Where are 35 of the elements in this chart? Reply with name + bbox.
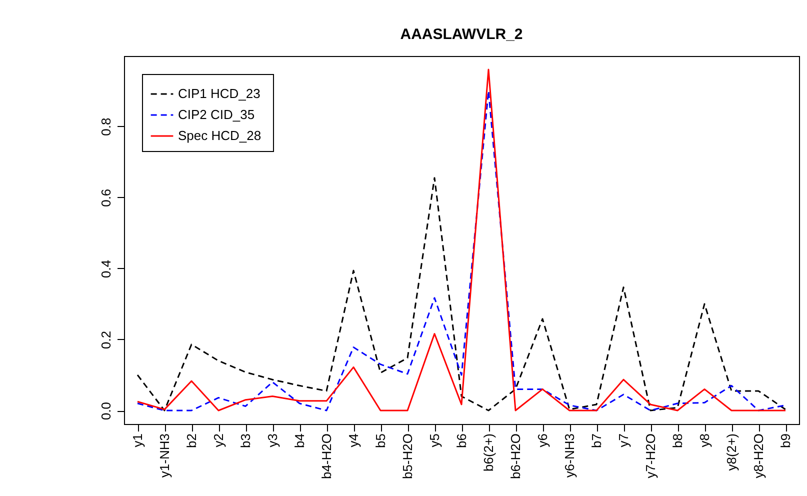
x-tick-label: b5-H2O (400, 434, 415, 480)
y-tick-label: 0.8 (98, 118, 114, 136)
x-tick-label: b6-H2O (508, 434, 523, 480)
chart-title: AAASLAWVLR_2 (400, 26, 523, 43)
x-tick-label: y7-H2O (643, 434, 658, 478)
legend-label: Spec HCD_28 (178, 128, 262, 143)
y-tick-label: 0.0 (98, 402, 114, 420)
x-tick-label: y8 (697, 434, 712, 448)
y-tick-label: 0.4 (98, 260, 114, 278)
x-tick-label: y1-NH3 (157, 434, 172, 478)
x-tick-label: b8 (670, 434, 685, 448)
x-tick-label: y6-NH3 (562, 434, 577, 478)
x-tick-label: y5 (427, 434, 442, 448)
x-tick-label: b3 (238, 434, 253, 448)
x-tick-label: y2 (211, 434, 226, 448)
x-tick-label: b5 (373, 434, 388, 448)
x-tick-label: y1 (130, 434, 145, 448)
x-tick-label: y3 (265, 434, 280, 448)
x-tick-label: b9 (778, 434, 793, 448)
y-tick-label: 0.6 (98, 188, 114, 207)
x-tick-label: b7 (589, 434, 604, 448)
x-tick-label: y6 (535, 434, 550, 448)
x-tick-label: b4 (292, 434, 307, 448)
x-tick-label: y8-H2O (751, 434, 766, 478)
legend-label: CIP2 CID_35 (178, 107, 255, 122)
x-tick-label: b6(2+) (481, 434, 496, 472)
x-tick-label: b2 (184, 434, 199, 448)
x-tick-label: y4 (346, 434, 361, 448)
x-tick-label: y7 (616, 434, 631, 448)
legend-label: CIP1 HCD_23 (178, 86, 260, 101)
y-tick-label: 0.2 (98, 330, 114, 349)
line-series (136, 177, 786, 412)
x-tick-label: b6 (454, 434, 469, 448)
x-tick-label: b4-H2O (319, 434, 334, 480)
x-tick-label: y8(2+) (724, 434, 739, 471)
